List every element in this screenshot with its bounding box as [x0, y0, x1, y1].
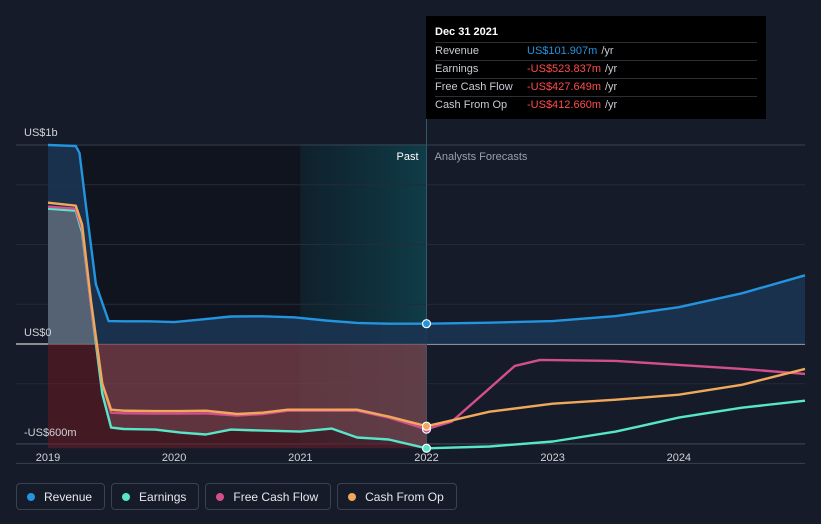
legend-item-free-cash-flow[interactable]: Free Cash Flow: [205, 483, 332, 510]
tooltip-row-revenue: Revenue US$101.907m /yr: [435, 42, 757, 60]
series-line-revenue: [47, 143, 806, 325]
tooltip-unit: /yr: [605, 63, 618, 75]
tooltip-row-cash-from-op: Cash From Op -US$412.660m /yr: [435, 96, 757, 114]
x-tick-label: 2020: [162, 452, 186, 464]
legend-item-cash-from-op[interactable]: Cash From Op: [337, 483, 457, 510]
revenue-area: [48, 145, 805, 344]
tooltip-value: -US$523.837m: [527, 63, 601, 75]
tooltip-label: Free Cash Flow: [435, 81, 513, 93]
legend-label: Revenue: [44, 489, 93, 504]
tooltip-value: -US$427.649m: [527, 81, 601, 93]
series-line-cash-from-op: [47, 201, 806, 428]
y-tick-label: -US$600m: [24, 427, 77, 439]
tooltip-date: Dec 31 2021: [435, 26, 498, 38]
tooltip-unit: /yr: [601, 45, 614, 57]
forecast-label: Analysts Forecasts: [435, 151, 528, 163]
tooltip-row-free-cash-flow: Free Cash Flow -US$427.649m /yr: [435, 78, 757, 96]
legend-dot-icon: [216, 492, 225, 501]
tooltip-row-earnings: Earnings -US$523.837m /yr: [435, 60, 757, 78]
tooltip-label: Cash From Op: [435, 99, 508, 111]
y-tick-label: US$0: [24, 327, 52, 339]
negative-earnings-area: [48, 344, 427, 449]
legend: Revenue Earnings Free Cash Flow Cash Fro…: [16, 483, 457, 510]
x-tick-label: 2024: [667, 452, 691, 464]
legend-dot-icon: [27, 492, 35, 501]
x-tick-label: 2023: [540, 452, 564, 464]
legend-label: Cash From Op: [365, 489, 444, 504]
x-tick-label: 2021: [288, 452, 312, 464]
x-tick-label: 2022: [414, 452, 438, 464]
legend-item-revenue[interactable]: Revenue: [16, 483, 106, 510]
marker-revenue: [421, 319, 432, 329]
tooltip-value: US$101.907m: [527, 45, 598, 57]
tooltip-unit: /yr: [605, 81, 618, 93]
legend-item-earnings[interactable]: Earnings: [111, 483, 200, 510]
legend-label: Earnings: [139, 489, 187, 504]
tooltip-label: Revenue: [435, 45, 480, 57]
y-tick-label: US$1b: [24, 127, 58, 139]
marker-cash-from-op: [421, 421, 432, 431]
tooltip-unit: /yr: [605, 99, 618, 111]
legend-dot-icon: [122, 492, 131, 501]
tooltip-value: -US$412.660m: [527, 99, 601, 111]
legend-label: Free Cash Flow: [233, 489, 319, 504]
tooltip-label: Earnings: [435, 63, 479, 75]
marker-earnings: [421, 443, 432, 453]
past-label: Past: [396, 151, 418, 163]
x-tick-label: 2019: [36, 452, 60, 464]
legend-dot-icon: [348, 492, 357, 501]
tooltip: Dec 31 2021 Revenue US$101.907m /yr Earn…: [426, 16, 766, 119]
